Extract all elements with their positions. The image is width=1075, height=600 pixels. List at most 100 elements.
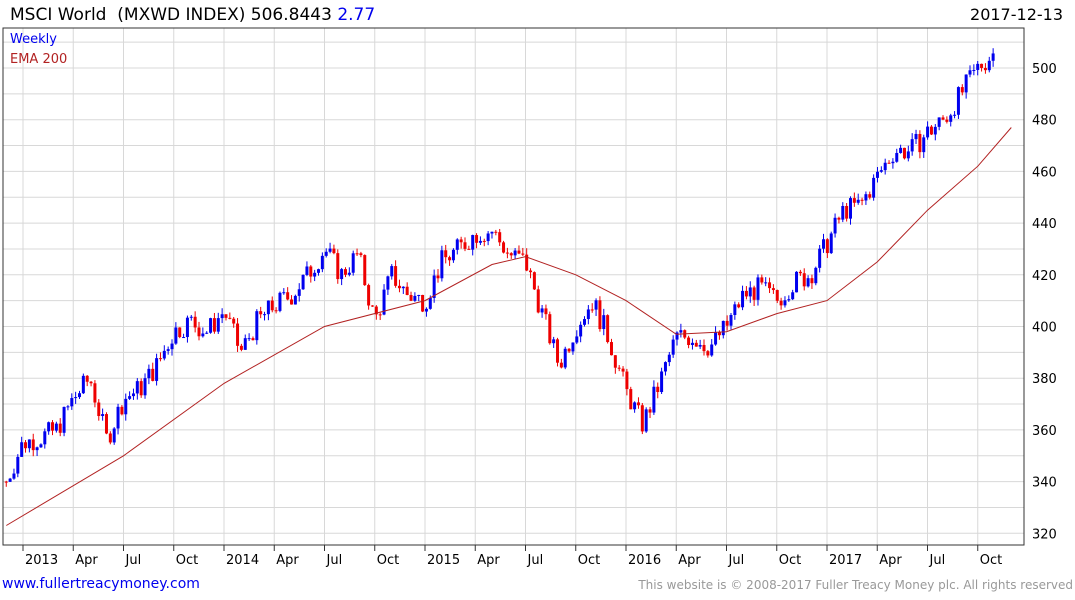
candle-body: [424, 308, 428, 312]
candle: [178, 327, 182, 339]
candle: [158, 352, 162, 362]
candle-body: [201, 333, 205, 337]
candle-body: [594, 300, 598, 310]
candle-body: [879, 170, 883, 172]
x-tick-label: 2013: [25, 553, 58, 568]
candle: [486, 231, 490, 246]
candle-body: [70, 398, 74, 407]
candle: [764, 277, 768, 287]
candle-body: [313, 272, 317, 277]
candle-body: [613, 355, 617, 368]
candle-body: [529, 270, 533, 273]
candle-body: [47, 422, 51, 432]
candle: [93, 380, 97, 408]
candle-body: [544, 308, 548, 315]
candle: [590, 303, 594, 313]
candle-body: [725, 320, 729, 326]
y-tick-label: 480: [1032, 114, 1057, 129]
candle-body: [798, 271, 802, 274]
last-price: 506.8443: [250, 5, 332, 25]
candle-body: [899, 147, 903, 153]
candle-body: [278, 292, 282, 311]
candle: [448, 255, 452, 266]
candle-body: [104, 414, 108, 434]
candle-body: [197, 327, 201, 337]
candle: [282, 288, 286, 295]
candle: [4, 480, 8, 487]
y-tick-label: 420: [1032, 269, 1057, 284]
candle-body: [394, 266, 398, 286]
candle: [367, 283, 371, 310]
x-tick-label: 2016: [628, 553, 661, 568]
candle: [787, 295, 791, 302]
legend-weekly: Weekly: [10, 32, 57, 47]
candle: [31, 433, 35, 457]
candle: [540, 304, 544, 318]
candle: [702, 339, 706, 356]
candle: [652, 380, 656, 415]
candle-body: [852, 198, 856, 203]
candle: [151, 362, 155, 382]
x-tick-label: Jul: [929, 553, 946, 568]
candle-body: [363, 255, 367, 286]
candle: [937, 117, 941, 131]
candle-body: [972, 69, 976, 71]
candle-body: [35, 447, 39, 451]
candle: [887, 160, 891, 164]
candle: [629, 386, 633, 410]
candle: [417, 294, 421, 302]
candle-body: [309, 266, 313, 277]
candle: [879, 166, 883, 173]
candle: [274, 307, 278, 314]
website-link[interactable]: www.fullertreacymoney.com: [2, 576, 200, 592]
candle-body: [791, 292, 795, 300]
candle: [806, 275, 810, 288]
candle: [228, 312, 232, 320]
candle: [124, 393, 128, 421]
candle: [162, 345, 166, 361]
ema-200-line: [6, 127, 1012, 526]
candle-body: [324, 251, 328, 256]
candle: [405, 282, 409, 296]
candle-body: [744, 290, 748, 297]
candle-body: [131, 393, 135, 397]
candle-body: [818, 248, 822, 268]
y-tick-label: 440: [1032, 217, 1057, 232]
candle-body: [802, 273, 806, 287]
candle: [347, 267, 351, 277]
candle: [424, 307, 428, 317]
candle-body: [386, 276, 390, 290]
candle: [324, 248, 328, 258]
candle: [960, 84, 964, 96]
candle-body: [698, 344, 702, 347]
candle: [556, 337, 560, 367]
candle-body: [336, 253, 340, 280]
candle: [617, 365, 621, 372]
candle-body: [872, 177, 876, 198]
candle-body: [571, 342, 575, 352]
x-tick-label: Apr: [276, 553, 299, 568]
candle-body: [687, 337, 691, 346]
candle-body: [575, 336, 579, 343]
candle: [382, 284, 386, 316]
plot-frame: [2, 27, 1025, 546]
candle-body: [39, 444, 43, 448]
candle-body: [401, 286, 405, 289]
candle: [976, 61, 980, 76]
candle-body: [960, 87, 964, 93]
candle: [170, 339, 174, 356]
candle: [301, 274, 305, 290]
candle: [212, 312, 216, 334]
candle: [929, 125, 933, 136]
candle-body: [405, 286, 409, 296]
candle-body: [721, 320, 725, 336]
candle: [239, 343, 243, 352]
candle-body: [586, 309, 590, 320]
candle: [675, 331, 679, 346]
candle: [401, 286, 405, 294]
candle-body: [220, 314, 224, 319]
candle-body: [729, 314, 733, 326]
candle-body: [822, 239, 826, 249]
candle-body: [66, 406, 70, 408]
